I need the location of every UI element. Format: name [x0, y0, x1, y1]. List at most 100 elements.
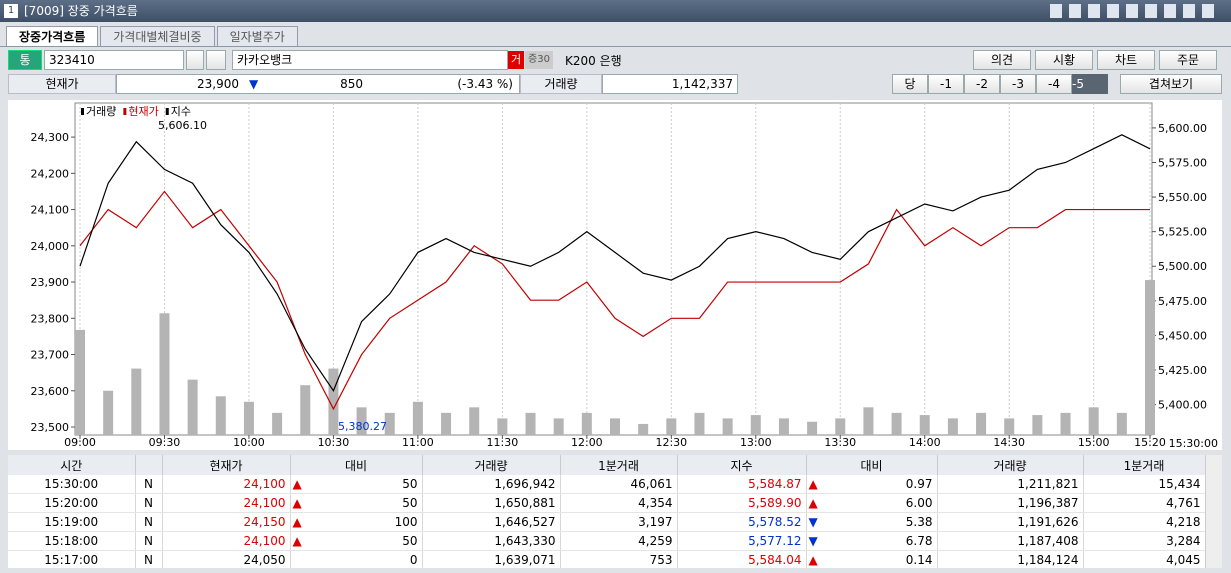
x-tick-label: 12:30	[655, 436, 687, 449]
y2-tick-label: 5,450.00	[1158, 329, 1207, 342]
y-tick-label: 24,300	[31, 131, 70, 144]
day-button[interactable]: -1	[928, 74, 964, 94]
y-tick-label: 23,600	[31, 385, 70, 398]
day-button[interactable]: -4	[1036, 74, 1072, 94]
swap-button[interactable]	[206, 50, 226, 70]
header-cell: 거래량	[422, 455, 561, 475]
volume-bar	[1060, 412, 1071, 435]
tabs: 장중가격흐름 가격대별체결비중 일자별주가	[6, 26, 300, 47]
rate: (-3.43 %)	[457, 77, 513, 91]
annotation: 5,606.10	[158, 119, 207, 132]
day-button[interactable]: -5	[1072, 74, 1108, 94]
cell: 3,197	[560, 512, 678, 532]
tab[interactable]: 장중가격흐름	[6, 26, 99, 47]
cell: 5,584.04	[677, 550, 807, 568]
volume-bar	[356, 407, 367, 435]
action-button[interactable]: 차트	[1097, 50, 1155, 70]
cell: 1,696,942	[422, 475, 561, 494]
y2-tick-label: 5,400.00	[1158, 399, 1207, 412]
volume-bar	[891, 412, 902, 435]
cell: 24,050	[162, 550, 291, 568]
window-controls[interactable]	[1050, 4, 1220, 18]
y-tick-label: 24,000	[31, 240, 70, 253]
cell: 15:19:00	[8, 512, 136, 532]
quote-box: 23,900 ▼ 850 (-3.43 %)	[116, 74, 520, 94]
cell: 5,577.12	[677, 531, 807, 551]
x-tick-label: 15:20	[1134, 436, 1166, 449]
y-tick-label: 23,800	[31, 312, 70, 325]
cell: ▲	[290, 531, 308, 551]
cell: 1,191,626	[937, 512, 1084, 532]
cell: N	[135, 512, 163, 532]
volume-bar	[384, 412, 395, 435]
volume-bar	[1032, 415, 1043, 435]
volume-bar	[807, 421, 818, 435]
day-button[interactable]: 당	[892, 74, 928, 94]
action-button[interactable]: 의견	[973, 50, 1031, 70]
cell: 5,589.90	[677, 493, 807, 513]
x-tick-label: 10:30	[318, 436, 350, 449]
volume: 1,142,337	[602, 74, 738, 94]
action-button[interactable]: 시황	[1035, 50, 1093, 70]
header-cell: 지수	[677, 455, 807, 475]
mode-button[interactable]: 통	[8, 50, 42, 70]
legend-swatch	[123, 108, 127, 115]
y-tick-label: 24,100	[31, 204, 70, 217]
volume-bar	[243, 401, 254, 435]
volume-bar	[694, 412, 705, 435]
cell: 100	[308, 512, 423, 532]
day-buttons: 당 -1 -2 -3 -4 -5	[892, 74, 1108, 94]
x-tick-label: 12:00	[571, 436, 603, 449]
change: 850	[340, 77, 363, 91]
action-button[interactable]: 주문	[1159, 50, 1217, 70]
data-row[interactable]: 15:30:00 N 24,100 ▲ 50 1,696,942 46,061 5,584.8…	[8, 475, 1206, 494]
cell: 753	[560, 550, 678, 568]
volume-bar	[300, 385, 311, 435]
header-cell: 시간	[8, 455, 136, 475]
data-row[interactable]: 15:18:00 N 24,100 ▲ 50 1,643,330 4,259 5,577.12…	[8, 531, 1206, 551]
data-row[interactable]: 15:20:00 N 24,100 ▲ 50 1,650,881 4,354 5,589.90…	[8, 493, 1206, 513]
volume-bar	[441, 412, 452, 435]
direction: ▼	[249, 77, 259, 91]
data-row[interactable]: 15:17:00 N 24,050 0 1,639,071 753 5,584.04 ▲ 0.1…	[8, 550, 1206, 568]
cell: 1,643,330	[422, 531, 561, 551]
cell: ▼	[806, 512, 824, 532]
volume-bar	[666, 418, 677, 435]
cell: 1,211,821	[937, 475, 1084, 494]
cell: ▼	[806, 531, 824, 551]
day-button[interactable]: -2	[964, 74, 1000, 94]
volume-bar	[863, 407, 874, 435]
y-tick-label: 23,900	[31, 276, 70, 289]
cell: 15:30:00	[8, 475, 136, 494]
cell: 1,639,071	[422, 550, 561, 568]
y2-tick-label: 5,425.00	[1158, 364, 1207, 377]
stock-name: 카카오뱅크	[232, 50, 508, 70]
cell: 4,761	[1083, 493, 1206, 513]
plot-frame	[74, 102, 1153, 436]
x-tick-label: 09:30	[149, 436, 181, 449]
overlay-button[interactable]: 겹쳐보기	[1120, 74, 1222, 94]
x-tick-label: 14:30	[993, 436, 1025, 449]
tab[interactable]: 가격대별체결비중	[100, 26, 215, 47]
cell: 50	[308, 475, 423, 494]
cell: ▲	[806, 493, 824, 513]
y-tick-label: 24,200	[31, 167, 70, 180]
volume-bar	[1088, 407, 1099, 435]
data-row[interactable]: 15:19:00 N 24,150 ▲ 100 1,646,527 3,197 5,578.5…	[8, 512, 1206, 532]
legend-entry: 거래량	[86, 105, 116, 118]
cell: N	[135, 531, 163, 551]
y2-tick-label: 5,600.00	[1158, 122, 1207, 135]
tab[interactable]: 일자별주가	[216, 26, 298, 47]
legend-entry: 현재가	[128, 105, 158, 118]
code-input[interactable]: 323410	[44, 50, 184, 70]
cell: ▲	[806, 475, 824, 494]
cell: 5.38	[824, 512, 938, 532]
header-cell	[135, 455, 163, 475]
search-button[interactable]	[186, 50, 204, 70]
scrollbar[interactable]	[1205, 455, 1222, 568]
window-number: 1	[4, 4, 18, 18]
y-tick-label: 23,700	[31, 349, 70, 362]
label: 현재가	[8, 74, 116, 94]
header-cell: 거래량	[937, 455, 1084, 475]
day-button[interactable]: -3	[1000, 74, 1036, 94]
